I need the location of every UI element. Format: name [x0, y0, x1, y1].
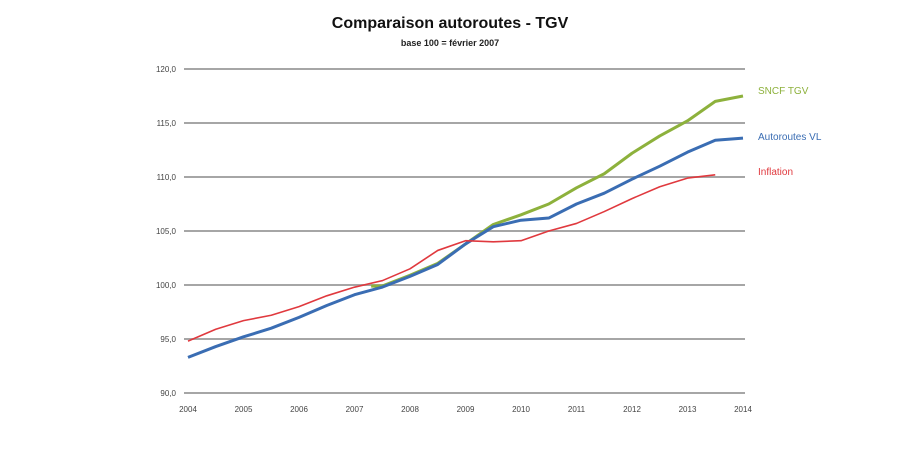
y-tick-label: 115,0: [157, 119, 177, 128]
y-tick-label: 100,0: [156, 281, 177, 290]
x-tick-label: 2009: [457, 405, 475, 414]
x-tick-label: 2008: [401, 405, 419, 414]
y-tick-label: 120,0: [156, 65, 177, 74]
x-tick-label: 2005: [235, 405, 253, 414]
series-line-inflation: [187, 174, 716, 342]
x-tick-label: 2012: [623, 405, 641, 414]
y-tick-label: 95,0: [160, 335, 176, 344]
x-tick-label: 2014: [734, 405, 752, 414]
y-tick-label: 110,0: [157, 173, 177, 182]
chart-subtitle: base 100 = février 2007: [401, 38, 499, 48]
y-tick-label: 90,0: [160, 389, 176, 398]
y-tick-label: 105,0: [156, 227, 177, 236]
series-label: Inflation: [758, 167, 793, 178]
x-tick-label: 2013: [679, 405, 697, 414]
x-tick-label: 2004: [179, 405, 197, 414]
x-tick-label: 2010: [512, 405, 530, 414]
x-tick-label: 2011: [568, 405, 586, 414]
x-tick-label: 2007: [346, 405, 364, 414]
series-line-autoroutes-vl: [187, 136, 744, 359]
series-label: Autoroutes VL: [758, 132, 822, 143]
x-tick-label: 2006: [290, 405, 308, 414]
chart-title: Comparaison autoroutes - TGV: [332, 15, 569, 32]
series-label: SNCF TGV: [758, 86, 809, 97]
